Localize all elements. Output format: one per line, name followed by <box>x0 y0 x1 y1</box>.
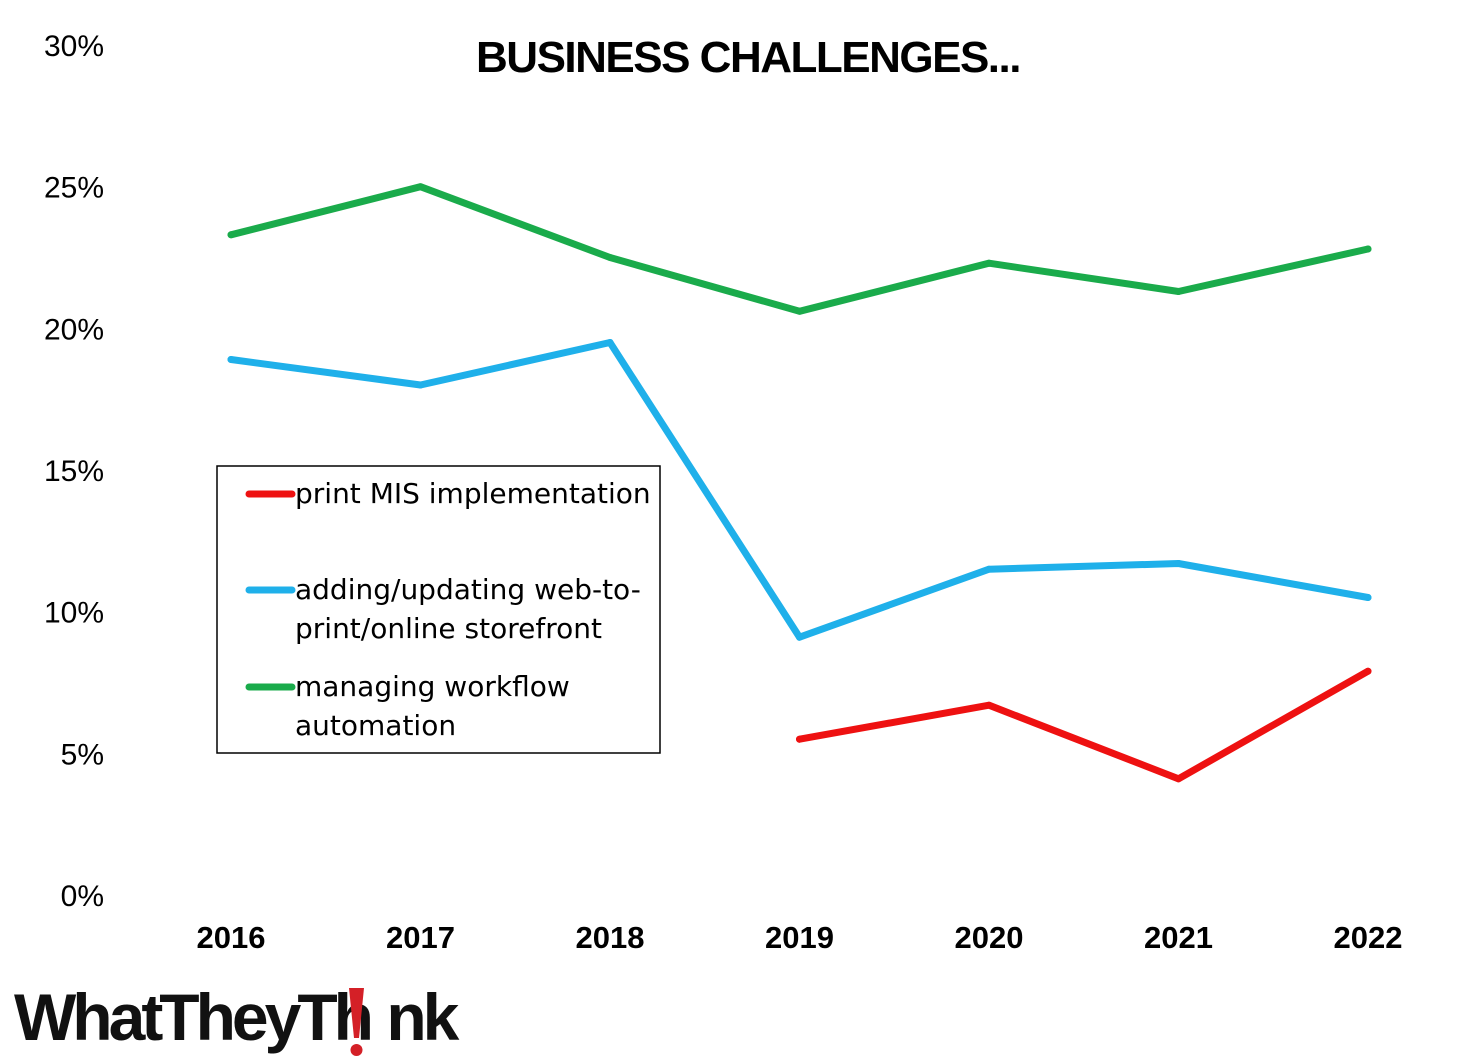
logo-text-end: nk <box>386 980 459 1054</box>
data-point <box>1175 775 1182 783</box>
data-point <box>1364 594 1372 601</box>
series-line <box>227 183 1372 315</box>
series-3 <box>227 183 1372 315</box>
y-tick-label: 0% <box>61 880 104 913</box>
x-axis-ticks: 2016 2017 2018 2019 2020 2021 2022 <box>197 920 1403 955</box>
y-tick-label: 20% <box>44 313 104 346</box>
x-tick-label: 2021 <box>1144 920 1213 955</box>
y-tick-label: 15% <box>44 455 104 488</box>
x-tick-label: 2017 <box>386 920 455 955</box>
exclamation-dot <box>350 1044 363 1056</box>
data-point <box>985 565 993 573</box>
x-tick-label: 2018 <box>576 920 645 955</box>
x-tick-label: 2016 <box>197 920 266 955</box>
data-point <box>1364 667 1372 675</box>
data-point <box>417 183 424 191</box>
chart-title: BUSINESS CHALLENGES... <box>476 33 1020 82</box>
data-point <box>227 231 235 239</box>
y-tick-label: 5% <box>61 738 104 771</box>
data-point <box>606 254 614 261</box>
legend-box <box>216 465 661 754</box>
y-tick-label: 25% <box>44 172 104 205</box>
series-1 <box>796 667 1372 783</box>
legend-item: adding/updating web-to-print/online stor… <box>245 573 641 645</box>
series-2 <box>227 339 1372 641</box>
legend-label: adding/updating web-to- <box>295 573 641 606</box>
logo-text: WhatTheyTh nk <box>14 980 460 1054</box>
legend-label: print MIS implementation <box>295 477 651 510</box>
legend-item: print MIS implementation <box>245 477 651 510</box>
logo-text-main: WhatTheyTh <box>14 980 371 1054</box>
legend-label: print/online storefront <box>295 612 602 645</box>
y-tick-label: 30% <box>44 30 104 63</box>
x-tick-label: 2022 <box>1334 920 1403 955</box>
x-tick-label: 2020 <box>955 920 1024 955</box>
data-point <box>417 381 424 389</box>
x-tick-label: 2019 <box>765 920 834 955</box>
data-point <box>796 633 803 641</box>
legend-label: automation <box>295 709 456 742</box>
whattheythink-logo: WhatTheyTh nk <box>14 980 464 1056</box>
exclamation-stem <box>349 988 364 1038</box>
data-point <box>985 701 993 709</box>
y-tick-label: 10% <box>44 597 104 630</box>
legend-label: managing workflow <box>295 670 570 703</box>
legend-item: managing workflow automation <box>245 670 570 742</box>
data-point <box>796 307 803 315</box>
data-point <box>1364 245 1372 253</box>
data-point <box>227 356 235 363</box>
logo-exclamation-icon <box>349 988 364 1056</box>
y-axis-ticks: 0% 5% 10% 15% 20% 25% 30% <box>44 30 104 913</box>
series-lines <box>227 183 1372 783</box>
series-line <box>796 667 1372 783</box>
data-point <box>1175 288 1182 295</box>
data-point <box>796 735 803 743</box>
data-point <box>606 339 614 346</box>
legend: print MIS implementation adding/updating … <box>216 465 661 754</box>
data-point <box>1175 560 1182 567</box>
data-point <box>985 259 993 267</box>
